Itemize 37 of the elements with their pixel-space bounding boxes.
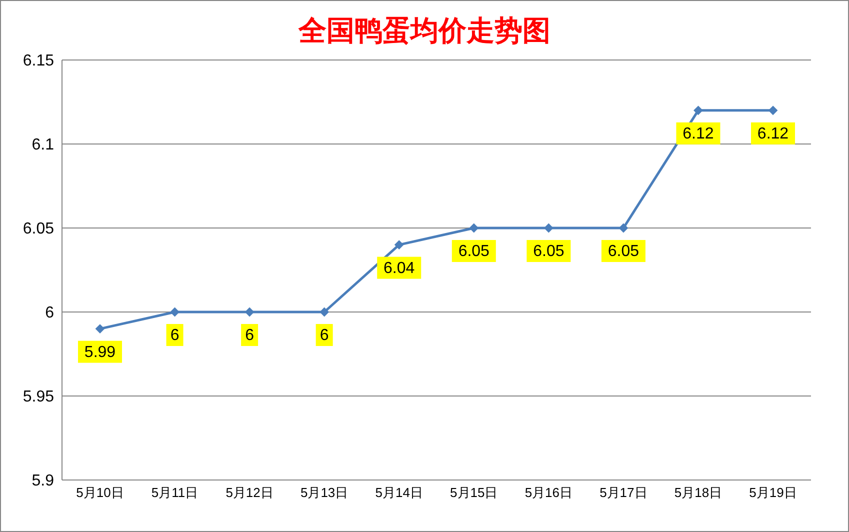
data-label: 6.04 xyxy=(384,260,415,278)
x-tick-label: 5月10日 xyxy=(76,485,124,500)
y-tick-label: 5.9 xyxy=(32,472,54,490)
data-label: 6 xyxy=(320,327,329,344)
point xyxy=(694,106,703,115)
data-label: 6.12 xyxy=(757,126,789,143)
data-label: 6.05 xyxy=(608,243,640,260)
point xyxy=(170,308,180,316)
point xyxy=(245,308,254,316)
y-tick-label: 6.15 xyxy=(22,52,54,70)
data-label: 6.05 xyxy=(458,243,490,260)
x-tick-label: 5月11日 xyxy=(151,485,198,500)
point xyxy=(394,240,404,250)
point xyxy=(320,308,329,316)
x-tick-label: 5月12日 xyxy=(226,485,274,500)
x-tick-label: 5月18日 xyxy=(674,485,722,500)
point xyxy=(96,324,104,334)
data-label: 6.12 xyxy=(682,126,714,143)
y-tick-label: 5.95 xyxy=(22,388,54,406)
x-tick-label: 5月17日 xyxy=(600,485,648,500)
data-label: 6 xyxy=(245,327,254,344)
y-tick-label: 6.05 xyxy=(22,220,54,238)
point xyxy=(768,106,778,115)
y-tick-label: 6 xyxy=(45,304,54,322)
x-tick-label: 5月15日 xyxy=(450,485,498,500)
x-tick-label: 5月19日 xyxy=(749,485,797,500)
data-label: 6.05 xyxy=(533,243,564,260)
chart-title: 全国鸭蛋均价走势图 xyxy=(297,13,552,49)
data-label: 5.99 xyxy=(84,344,116,362)
data-label: 6 xyxy=(170,327,180,344)
y-tick-label: 6.1 xyxy=(32,136,54,154)
point xyxy=(469,224,478,232)
x-tick-label: 5月13日 xyxy=(300,485,348,500)
point xyxy=(544,224,554,232)
point xyxy=(618,224,628,232)
x-tick-label: 5月16日 xyxy=(524,485,573,500)
x-tick-label: 5月14日 xyxy=(375,485,423,500)
